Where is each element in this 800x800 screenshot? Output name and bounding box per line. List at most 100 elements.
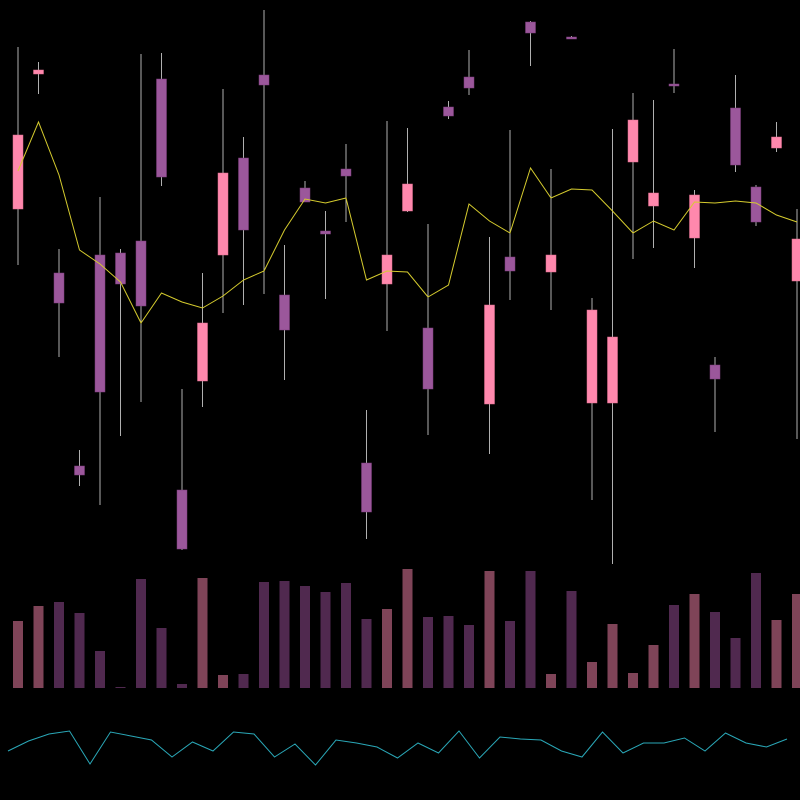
candle — [115, 249, 126, 436]
candle — [258, 10, 270, 294]
candle — [730, 75, 741, 172]
volume-bar — [156, 628, 167, 688]
candle-body — [422, 327, 434, 390]
candle — [279, 245, 290, 380]
candle-body — [709, 364, 721, 380]
indicator-panel — [7, 730, 788, 766]
volume-bar — [279, 581, 290, 688]
volume-bar — [628, 673, 638, 688]
candle — [197, 273, 208, 407]
candle — [381, 121, 393, 331]
candle-body — [74, 465, 85, 476]
volume-bar — [13, 621, 23, 688]
candle — [689, 190, 700, 268]
volume-bar — [484, 571, 495, 688]
candle-body — [135, 240, 147, 307]
volume-bar — [443, 616, 454, 688]
candle-body — [197, 322, 208, 382]
volume-bar — [710, 612, 720, 688]
indicator-line — [7, 730, 788, 766]
candle — [74, 450, 85, 486]
candle-body — [176, 489, 188, 550]
candle-body — [340, 168, 352, 177]
candle — [586, 298, 598, 500]
candle-body — [545, 254, 557, 273]
candle-body — [115, 252, 126, 285]
volume-bar — [402, 569, 413, 688]
volume-bar — [525, 571, 536, 688]
candle-body — [320, 230, 331, 235]
volume-bar — [33, 606, 44, 688]
candle-body — [504, 256, 516, 272]
candle — [504, 130, 516, 300]
volume-bar — [238, 674, 249, 688]
candle — [525, 21, 536, 66]
volume-bar — [771, 620, 782, 688]
candle-body — [381, 254, 393, 285]
candle-body — [53, 272, 65, 304]
moving-average-line — [17, 120, 798, 324]
candle-body — [299, 187, 311, 203]
candle-body — [525, 21, 536, 34]
candle — [566, 36, 577, 40]
candle — [443, 101, 454, 119]
volume-bar — [341, 583, 351, 688]
candle — [33, 62, 44, 94]
candle-body — [258, 74, 270, 86]
volume-bar — [587, 662, 597, 688]
volume-bar — [259, 582, 269, 688]
candle — [484, 237, 495, 454]
candle-body — [94, 254, 106, 393]
candle-body — [484, 304, 495, 405]
volume-bar — [74, 613, 85, 688]
candle — [709, 357, 721, 432]
candle — [627, 93, 639, 259]
volume-bar — [218, 675, 228, 688]
candle — [750, 185, 762, 226]
candle — [320, 211, 331, 299]
volume-bar — [648, 645, 659, 688]
candle — [668, 49, 680, 93]
candle-body — [668, 83, 680, 87]
volume-bar — [689, 594, 700, 688]
candle-body — [238, 157, 249, 231]
candle — [238, 137, 249, 305]
candle-body — [566, 36, 577, 40]
candle — [53, 249, 65, 357]
candle — [463, 50, 475, 95]
volume-bar — [320, 592, 331, 688]
candle-body — [217, 172, 229, 256]
candle — [156, 53, 167, 186]
volume-bar — [464, 625, 474, 688]
volume-panel — [13, 569, 800, 688]
candle-body — [689, 194, 700, 239]
candle — [402, 128, 413, 212]
volume-bar — [361, 619, 372, 688]
candle — [361, 410, 372, 539]
volume-bar — [751, 573, 761, 688]
candle — [771, 122, 782, 152]
candle-body — [443, 106, 454, 117]
moving-average-layer — [17, 120, 798, 324]
volume-bar — [546, 674, 556, 688]
volume-bar — [607, 624, 618, 688]
candle — [340, 144, 352, 222]
volume-bar — [382, 609, 392, 688]
volume-bar — [566, 591, 577, 688]
volume-bar — [54, 602, 64, 688]
candle — [94, 197, 106, 505]
volume-bar — [95, 651, 105, 688]
candle — [176, 389, 188, 550]
candle-body — [33, 69, 44, 75]
volume-bar — [136, 579, 146, 688]
candle — [791, 209, 800, 439]
candle — [422, 224, 434, 435]
candle-body — [771, 136, 782, 149]
volume-bar — [300, 586, 310, 688]
candle — [217, 89, 229, 313]
candle-body — [156, 78, 167, 178]
candle — [648, 100, 659, 248]
candle — [607, 129, 618, 564]
